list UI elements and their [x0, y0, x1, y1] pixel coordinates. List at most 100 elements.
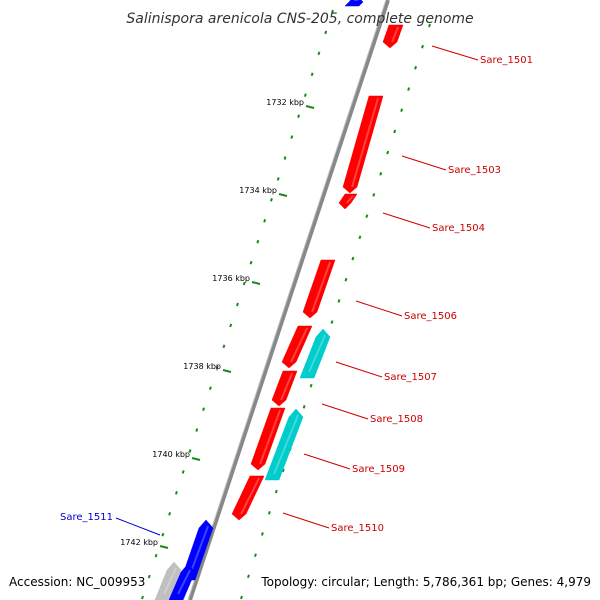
feature-shade	[280, 372, 294, 401]
track-dot	[421, 44, 424, 49]
scale-label: 1738 kbp	[183, 362, 221, 371]
track-dot	[324, 30, 328, 35]
scale-tick	[251, 281, 261, 285]
gene-label-sare-1508[interactable]: Sare_1508	[370, 414, 423, 425]
gene-label-sare-1511[interactable]: Sare_1511	[60, 512, 113, 523]
leader-line	[401, 155, 447, 171]
gene-sare-1504[interactable]	[338, 193, 358, 210]
feature-shade	[273, 414, 300, 475]
track-dot	[269, 198, 273, 202]
leader-line	[303, 453, 351, 470]
feature-shade	[163, 567, 178, 595]
feature-shade	[308, 334, 327, 373]
track-dot	[188, 449, 192, 453]
track-dot	[428, 23, 431, 28]
leader-line	[282, 512, 330, 529]
track-dot	[331, 9, 334, 14]
track-dot	[240, 595, 243, 600]
track-dot	[260, 532, 264, 536]
gene-label-sare-1507[interactable]: Sare_1507	[384, 372, 437, 383]
track-dot	[247, 574, 250, 579]
track-dot	[344, 277, 348, 282]
track-dot	[372, 193, 376, 197]
scale-label: 1736 kbp	[212, 274, 250, 283]
gene-label-sare-1510[interactable]: Sare_1510	[331, 523, 384, 534]
gene-sare-1509[interactable]	[250, 407, 286, 471]
track-dot	[168, 511, 172, 516]
gene-sare-1503[interactable]	[342, 95, 384, 194]
track-dot	[302, 405, 306, 409]
track-dot	[303, 93, 307, 98]
feature-sare-1509[interactable]	[264, 408, 304, 481]
track-dot	[330, 320, 334, 324]
track-dot	[274, 489, 278, 494]
genome-backbone-highlight	[187, 0, 387, 600]
feature-sare-1512[interactable]	[154, 561, 182, 600]
scale-tick	[222, 369, 232, 373]
leader-line	[382, 212, 431, 229]
track-dot	[351, 256, 355, 261]
track-dot	[242, 281, 246, 286]
feature-shade	[290, 327, 309, 363]
feature-sare-1507[interactable]	[299, 328, 331, 379]
gc-skew-track	[240, 23, 431, 600]
feature-shade	[240, 477, 260, 515]
gene-label-sare-1504[interactable]: Sare_1504	[432, 223, 485, 234]
track-dot	[195, 428, 199, 432]
leader-line	[115, 517, 161, 536]
scale-tick	[191, 457, 201, 461]
gene-sare-1512[interactable]	[168, 563, 196, 600]
feature-shade	[259, 409, 282, 465]
track-dot	[208, 386, 212, 391]
track-dot	[215, 365, 219, 370]
feature-shade	[346, 195, 354, 204]
track-dot	[154, 553, 158, 558]
leader-line	[335, 361, 383, 378]
label-leaders	[115, 45, 479, 536]
track-dot	[202, 407, 206, 411]
track-dot	[393, 129, 397, 134]
track-dot	[290, 135, 294, 139]
feature-shade	[189, 525, 210, 575]
track-dot	[407, 87, 411, 91]
track-dot	[229, 323, 233, 328]
map-title: Salinispora arenicola CNS-205, complete …	[126, 11, 473, 27]
gene-sare-1507[interactable]	[281, 325, 313, 369]
gene-label-sare-1509[interactable]: Sare_1509	[352, 464, 405, 475]
leader-line	[321, 403, 369, 420]
gene-sare-1500[interactable]	[344, 0, 364, 7]
scale-tick	[305, 105, 315, 109]
gene-label-sare-1503[interactable]: Sare_1503	[448, 165, 501, 176]
track-dot	[379, 171, 383, 176]
gene-label-sare-1506[interactable]: Sare_1506	[404, 311, 457, 322]
feature-shade	[311, 261, 332, 313]
feature-shade	[391, 26, 400, 43]
track-dot	[249, 260, 253, 265]
gene-sare-1510[interactable]	[231, 475, 265, 521]
scale-label: 1734 kbp	[239, 186, 277, 195]
gene-sare-1501[interactable]	[382, 24, 404, 49]
scale-label: 1742 kbp	[120, 538, 158, 547]
gene-sare-1508[interactable]	[271, 370, 298, 407]
genome-backbone	[188, 0, 390, 600]
scale-tick	[278, 193, 288, 197]
scale-tick	[159, 545, 169, 549]
track-dot	[161, 532, 165, 537]
track-dot	[141, 595, 144, 600]
track-dot	[147, 574, 151, 579]
track-dot	[276, 177, 280, 181]
feature-shade	[351, 97, 380, 188]
leader-line	[431, 45, 479, 61]
feature-track	[154, 0, 404, 600]
topology-text: Topology: circular; Length: 5,786,361 bp…	[260, 575, 591, 589]
track-dot	[181, 470, 185, 474]
track-dot	[337, 299, 341, 303]
track-dot	[310, 72, 314, 77]
track-dot	[281, 468, 285, 473]
gene-sare-1506[interactable]	[302, 259, 336, 319]
track-dot	[222, 344, 226, 349]
gene-label-sare-1501[interactable]: Sare_1501	[480, 55, 533, 66]
scale-label: 1732 kbp	[266, 98, 304, 107]
leader-line	[355, 300, 403, 317]
